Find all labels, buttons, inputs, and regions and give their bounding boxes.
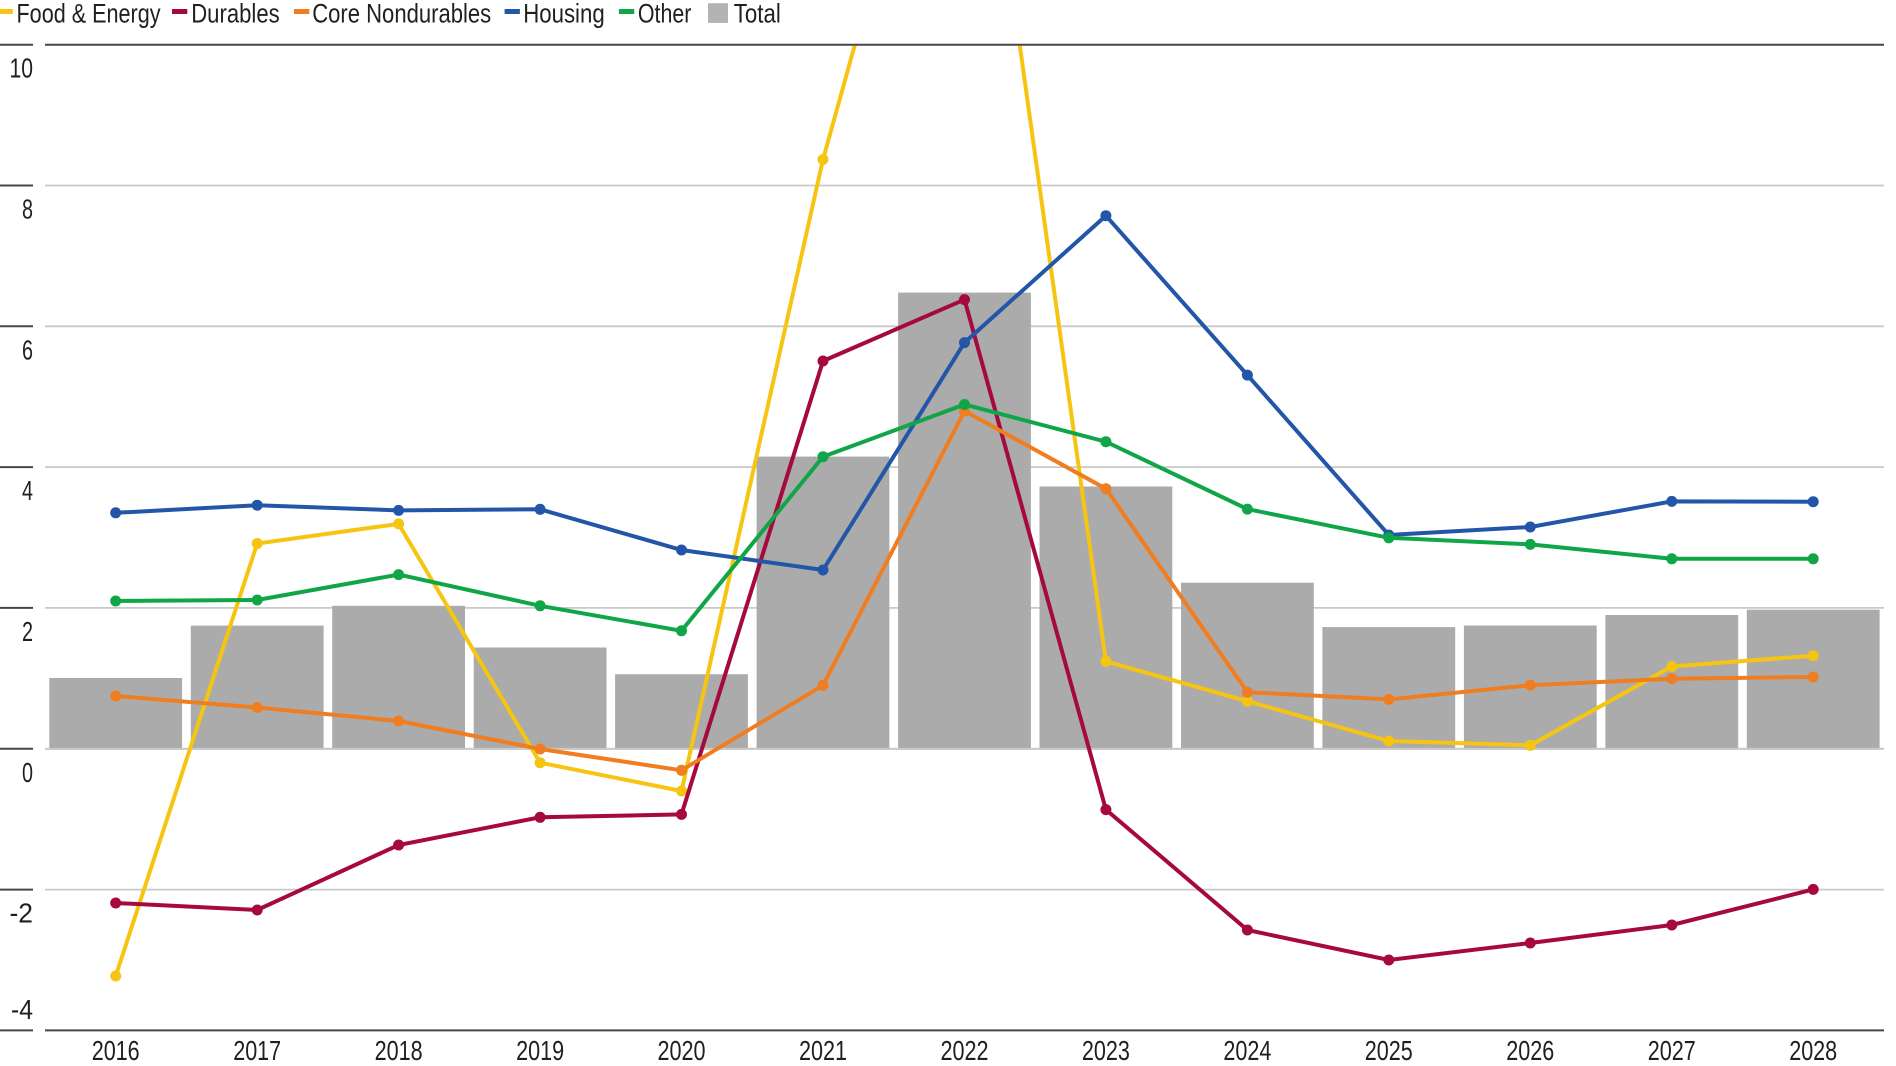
svg-text:4: 4 bbox=[22, 475, 33, 506]
svg-text:Core Nondurables: Core Nondurables bbox=[312, 0, 491, 29]
svg-text:6: 6 bbox=[22, 334, 33, 365]
svg-text:2017: 2017 bbox=[233, 1035, 281, 1066]
svg-text:2027: 2027 bbox=[1648, 1035, 1696, 1066]
svg-text:2: 2 bbox=[22, 616, 33, 647]
svg-text:2021: 2021 bbox=[799, 1035, 847, 1066]
svg-text:Other: Other bbox=[638, 0, 692, 29]
svg-text:2028: 2028 bbox=[1789, 1035, 1837, 1066]
svg-text:0: 0 bbox=[22, 757, 33, 788]
svg-text:2026: 2026 bbox=[1506, 1035, 1554, 1066]
svg-text:2023: 2023 bbox=[1082, 1035, 1130, 1066]
svg-text:2016: 2016 bbox=[92, 1035, 140, 1066]
svg-text:Housing: Housing bbox=[523, 0, 605, 29]
svg-text:2018: 2018 bbox=[375, 1035, 423, 1066]
svg-text:2019: 2019 bbox=[516, 1035, 564, 1066]
svg-text:2022: 2022 bbox=[941, 1035, 989, 1066]
svg-text:-4: -4 bbox=[11, 994, 33, 1025]
svg-text:Food & Energy: Food & Energy bbox=[17, 0, 161, 29]
svg-text:2025: 2025 bbox=[1365, 1035, 1413, 1066]
svg-text:Total: Total bbox=[734, 0, 781, 29]
svg-text:Durables: Durables bbox=[191, 0, 280, 29]
svg-text:10: 10 bbox=[10, 53, 34, 84]
svg-text:2024: 2024 bbox=[1223, 1035, 1271, 1066]
svg-text:-2: -2 bbox=[10, 898, 34, 929]
svg-text:8: 8 bbox=[22, 194, 33, 225]
svg-text:2020: 2020 bbox=[658, 1035, 706, 1066]
